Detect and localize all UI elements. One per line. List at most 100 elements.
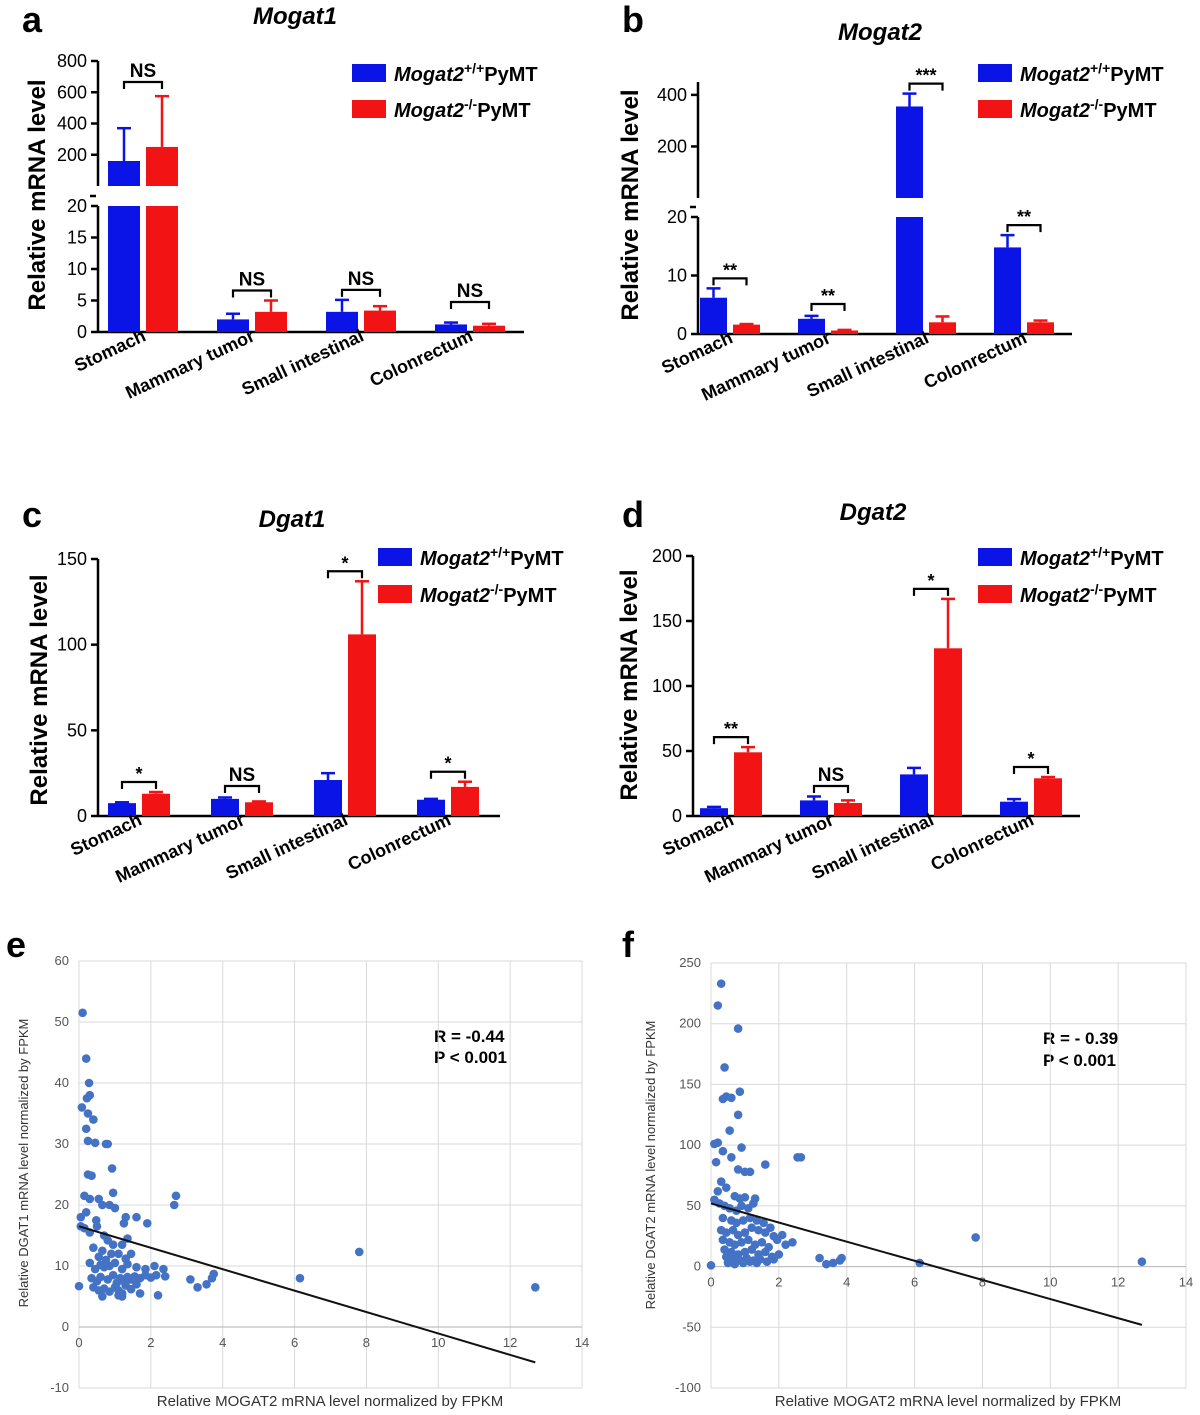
bar-upper-b	[896, 106, 923, 198]
legend-wt-swatch	[978, 548, 1012, 566]
data-point-e	[530, 1283, 540, 1292]
data-point-e	[98, 1292, 107, 1301]
y-tick-label-b: 10	[667, 266, 687, 286]
bar-a	[146, 206, 178, 332]
x-tick-label-e: 0	[75, 1335, 82, 1350]
scatter-frame-e: R = -0.44 P < 0.001 Relative MOGAT2 mRNA…	[16, 1019, 507, 1410]
bar-d	[700, 808, 728, 816]
x-tick-label-e: 12	[503, 1335, 517, 1350]
data-point-e	[123, 1259, 132, 1269]
y-axis-label-c: Relative mRNA level	[26, 574, 53, 805]
data-point-e	[90, 1138, 100, 1148]
data-point-f	[716, 979, 726, 988]
data-point-f	[718, 1146, 728, 1156]
significance-bracket-c	[429, 770, 467, 779]
data-point-f	[711, 1157, 721, 1167]
legend-d: Mogat2+/+PyMT Mogat2-/-PyMT	[978, 544, 1164, 607]
data-point-f	[759, 1218, 768, 1228]
y-tick-label-b: 200	[657, 136, 687, 156]
y-tick-label-f: -50	[682, 1319, 701, 1334]
legend-ko-swatch	[978, 100, 1012, 118]
bar-c	[348, 634, 376, 816]
bar-d	[900, 774, 928, 816]
y-tick-label-d: 100	[652, 676, 682, 696]
bar-b	[733, 324, 760, 334]
bar-upper-a	[146, 146, 178, 186]
data-point-e	[159, 1264, 168, 1274]
legend-ko-swatch	[352, 100, 386, 118]
scatter-annotation-r: R = - 0.39	[1043, 1029, 1118, 1048]
data-point-e	[150, 1261, 159, 1271]
data-point-e	[209, 1269, 219, 1279]
x-tick-label-e: 4	[219, 1335, 226, 1350]
data-point-e	[84, 1078, 94, 1088]
data-point-f	[796, 1152, 806, 1162]
data-point-e	[81, 1054, 91, 1063]
data-point-f	[781, 1240, 790, 1250]
bar-a	[255, 311, 287, 332]
y-tick-label-e: 20	[55, 1197, 69, 1212]
y-tick-label-d: 50	[662, 741, 682, 761]
significance-label-b: ***	[915, 66, 936, 86]
significance-bracket-d	[912, 587, 950, 596]
panel-label-c: c	[22, 494, 42, 535]
bar-a	[326, 311, 358, 332]
y-axis-label-f: Relative DGAT2 mRNA level normalized by …	[643, 1021, 658, 1310]
y-tick-label-c: 50	[67, 720, 87, 740]
data-point-e	[81, 1124, 91, 1134]
data-point-f	[772, 1235, 782, 1245]
data-point-e	[114, 1249, 123, 1259]
data-point-f	[730, 1259, 740, 1269]
bar-a	[473, 325, 505, 332]
data-point-e	[107, 1249, 116, 1259]
significance-label-b: **	[723, 260, 737, 280]
x-tick-label-f: 8	[979, 1275, 986, 1290]
legend-ko-label: Mogat2-/-PyMT	[1020, 581, 1157, 607]
data-point-e	[110, 1203, 120, 1213]
significance-label-c: *	[444, 754, 451, 774]
data-point-f	[710, 1139, 719, 1149]
data-point-e	[103, 1139, 113, 1149]
data-point-e	[160, 1272, 170, 1281]
data-point-f	[752, 1216, 762, 1225]
x-tick-label-f: 10	[1043, 1275, 1057, 1290]
bar-b	[994, 247, 1021, 334]
bar-b	[896, 217, 923, 334]
significance-label-d: *	[927, 571, 934, 591]
data-point-f	[720, 1063, 729, 1072]
data-point-e	[96, 1272, 105, 1282]
data-point-f	[1137, 1257, 1147, 1267]
data-point-f	[738, 1216, 748, 1225]
data-point-f	[732, 1218, 741, 1228]
data-point-e	[193, 1283, 202, 1292]
y-tick-label-a: 200	[57, 145, 87, 165]
data-point-f	[738, 1258, 748, 1268]
significance-label-d: NS	[818, 765, 844, 786]
x-tick-label-f: 4	[843, 1275, 850, 1290]
y-tick-label-a: 400	[57, 114, 87, 134]
data-point-f	[760, 1160, 770, 1169]
significance-label-b: **	[821, 286, 835, 306]
data-point-e	[169, 1200, 179, 1210]
category-label-a: Colonrectum	[367, 325, 476, 390]
bar-c	[211, 798, 239, 816]
bar-c	[245, 802, 273, 816]
panel-label-b: b	[622, 0, 644, 40]
legend-c: Mogat2+/+PyMT Mogat2-/-PyMT	[378, 544, 564, 607]
category-label-d: Colonrectum	[928, 809, 1037, 874]
data-point-e	[354, 1247, 364, 1257]
data-point-f	[718, 1235, 728, 1245]
significance-bracket-a	[340, 288, 382, 297]
y-axis-label-a: Relative mRNA level	[24, 79, 51, 310]
y-axis-label-e: Relative DGAT1 mRNA level normalized by …	[16, 1019, 31, 1308]
data-point-f	[740, 1193, 750, 1202]
trendline-f	[710, 1202, 1143, 1326]
y-tick-label-e: -10	[50, 1380, 69, 1395]
y-tick-label-e: 0	[62, 1319, 69, 1334]
data-point-e	[108, 1188, 118, 1198]
bar-a	[108, 206, 140, 332]
data-point-f	[733, 1110, 743, 1120]
data-point-f	[733, 1024, 743, 1033]
data-point-e	[186, 1275, 195, 1284]
data-point-e	[83, 1109, 93, 1118]
